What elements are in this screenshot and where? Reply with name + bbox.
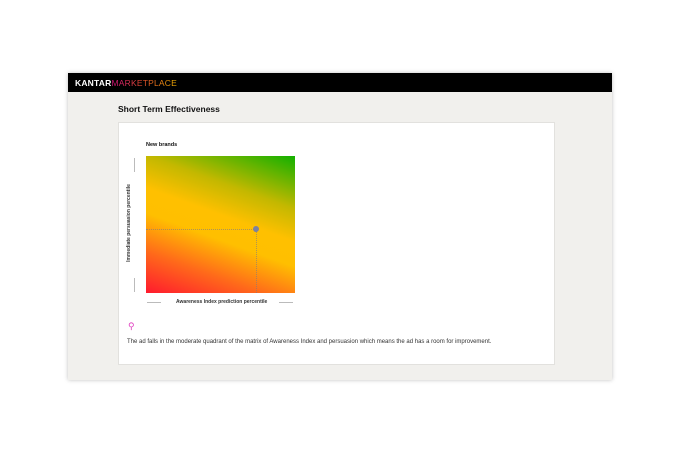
x-axis-label: Awareness Index prediction percentile	[176, 299, 268, 305]
point-guide-horizontal	[146, 228, 257, 230]
insight-text: The ad falls in the moderate quadrant of…	[127, 339, 492, 345]
ad-position-point	[253, 225, 260, 232]
matrix-title: New brands	[146, 142, 178, 148]
effectiveness-card: New brands Immediate persuasion percenti…	[118, 122, 555, 365]
y-axis-label: Immediate persuasion percentile	[126, 184, 132, 262]
x-axis-arrow	[279, 302, 293, 303]
y-axis-arrow	[134, 158, 135, 172]
section-title: Short Term Effectiveness	[118, 104, 220, 114]
brand-logo: KANTAR	[75, 77, 112, 88]
effectiveness-matrix	[146, 156, 295, 293]
lightbulb-icon: ⚲	[128, 321, 135, 331]
x-axis-line	[147, 302, 161, 303]
point-guide-vertical	[256, 228, 258, 293]
brand-logo-sub: MARKETPLACE	[111, 77, 177, 88]
top-bar: KANTAR MARKETPLACE	[68, 73, 612, 92]
y-axis-line	[134, 278, 135, 292]
app-window: KANTAR MARKETPLACE Short Term Effectivene…	[68, 73, 612, 380]
